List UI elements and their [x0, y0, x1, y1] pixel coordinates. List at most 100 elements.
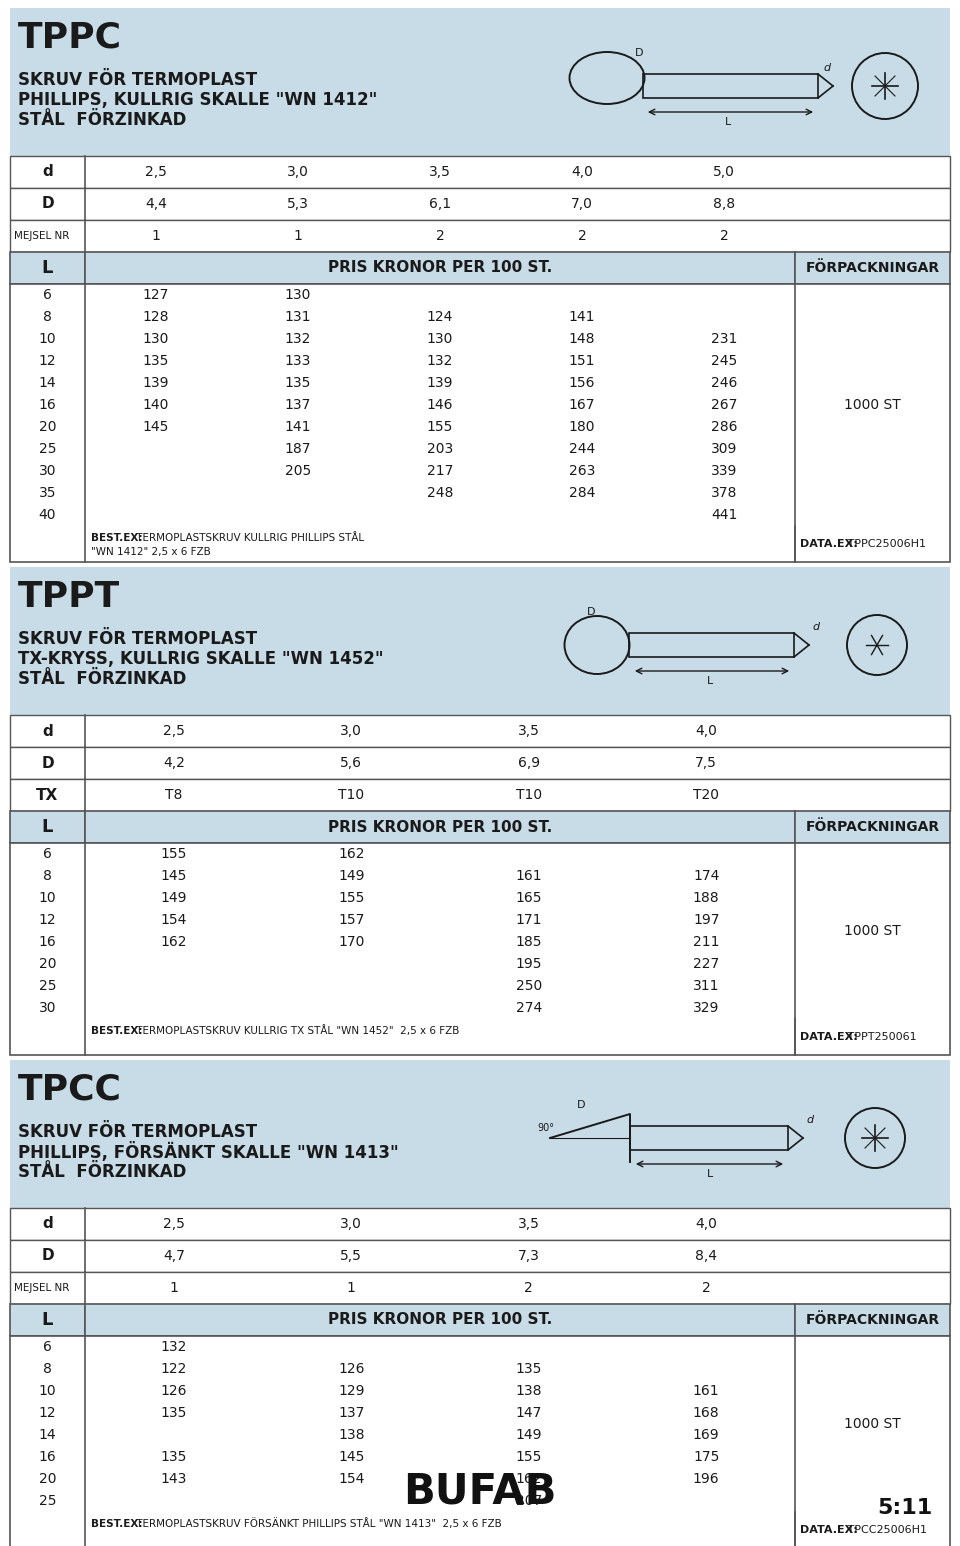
Text: 4,0: 4,0: [571, 165, 593, 179]
Text: 6,1: 6,1: [429, 196, 451, 210]
Text: 133: 133: [285, 354, 311, 368]
Text: 171: 171: [516, 914, 542, 928]
Text: 141: 141: [568, 311, 595, 325]
Text: 309: 309: [710, 442, 737, 456]
Text: 16: 16: [38, 397, 57, 411]
Text: 8: 8: [43, 869, 52, 883]
Text: 6: 6: [43, 1340, 52, 1354]
Text: 145: 145: [160, 869, 187, 883]
Text: 155: 155: [427, 421, 453, 434]
Bar: [85, 1303, 795, 1336]
Text: D: D: [635, 48, 643, 59]
Text: 5,3: 5,3: [287, 196, 309, 210]
Bar: [10, 812, 85, 843]
Text: 40: 40: [38, 509, 57, 523]
Text: 16: 16: [38, 935, 57, 949]
Text: 135: 135: [160, 1405, 187, 1419]
Text: 7,0: 7,0: [571, 196, 593, 210]
Text: d: d: [812, 621, 819, 632]
Text: 90°: 90°: [537, 1122, 554, 1133]
Text: 10: 10: [38, 1384, 57, 1398]
Text: DATA.EX:: DATA.EX:: [800, 540, 857, 549]
Text: 35: 35: [38, 485, 57, 499]
Text: 12: 12: [38, 914, 57, 928]
Text: 263: 263: [569, 464, 595, 478]
Bar: [629, 632, 794, 657]
Text: SKRUV FÖR TERMOPLAST: SKRUV FÖR TERMOPLAST: [18, 1122, 257, 1141]
Text: d: d: [42, 1217, 53, 1232]
Text: 4,0: 4,0: [695, 724, 717, 737]
Bar: [10, 156, 950, 189]
Text: 16: 16: [38, 1450, 57, 1464]
Text: 135: 135: [160, 1450, 187, 1464]
Bar: [795, 812, 950, 843]
Text: 274: 274: [516, 1000, 541, 1016]
Text: BEST.EX:: BEST.EX:: [91, 532, 142, 543]
Text: FÖRPACKNINGAR: FÖRPACKNINGAR: [805, 261, 940, 275]
Text: 155: 155: [516, 1450, 542, 1464]
Text: T10: T10: [516, 788, 541, 802]
Text: 185: 185: [516, 935, 542, 949]
Text: 157: 157: [338, 914, 365, 928]
Text: 154: 154: [160, 914, 187, 928]
Bar: [10, 284, 950, 563]
Bar: [10, 1336, 950, 1546]
Text: 311: 311: [693, 979, 719, 993]
Text: MEJSEL NR: MEJSEL NR: [14, 1283, 69, 1292]
Text: L: L: [725, 117, 732, 127]
Text: 25: 25: [38, 1493, 57, 1507]
Text: 149: 149: [338, 869, 365, 883]
Text: 217: 217: [427, 464, 453, 478]
Text: 132: 132: [427, 354, 453, 368]
Text: d: d: [823, 63, 830, 73]
Text: D: D: [577, 1101, 586, 1110]
Text: 168: 168: [693, 1405, 720, 1419]
Text: 148: 148: [568, 332, 595, 346]
Text: "WN 1412" 2,5 x 6 FZB: "WN 1412" 2,5 x 6 FZB: [91, 547, 211, 557]
Text: 149: 149: [160, 890, 187, 904]
Text: 7,3: 7,3: [517, 1249, 540, 1263]
Text: d: d: [42, 164, 53, 179]
Text: TERMOPLASTSKRUV KULLRIG TX STÅL "WN 1452"  2,5 x 6 FZB: TERMOPLASTSKRUV KULLRIG TX STÅL "WN 1452…: [132, 1025, 459, 1036]
Text: 20: 20: [38, 1472, 57, 1486]
Bar: [10, 747, 950, 779]
Text: 2: 2: [702, 1282, 710, 1296]
Bar: [10, 189, 950, 220]
Text: L: L: [707, 1169, 713, 1180]
Text: 8: 8: [43, 1362, 52, 1376]
Bar: [10, 714, 950, 747]
Bar: [10, 1207, 950, 1240]
Text: BUFAB: BUFAB: [403, 1470, 557, 1512]
Text: 161: 161: [516, 869, 542, 883]
Text: 155: 155: [338, 890, 365, 904]
Bar: [10, 1272, 950, 1303]
Text: SKRUV FÖR TERMOPLAST: SKRUV FÖR TERMOPLAST: [18, 71, 257, 90]
Text: 3,0: 3,0: [340, 724, 362, 737]
Text: 180: 180: [568, 421, 595, 434]
Text: TPPC: TPPC: [18, 22, 122, 56]
Text: 231: 231: [710, 332, 737, 346]
Text: T10: T10: [338, 788, 364, 802]
Text: 25: 25: [38, 979, 57, 993]
Text: TERMOPLASTSKRUV FÖRSÄNKT PHILLIPS STÅL "WN 1413"  2,5 x 6 FZB: TERMOPLASTSKRUV FÖRSÄNKT PHILLIPS STÅL "…: [132, 1518, 501, 1529]
Text: 6: 6: [43, 288, 52, 301]
Text: MEJSEL NR: MEJSEL NR: [14, 230, 69, 241]
Bar: [630, 1125, 788, 1150]
Text: 6: 6: [43, 847, 52, 861]
Text: 1: 1: [347, 1282, 356, 1296]
Text: 124: 124: [427, 311, 453, 325]
Text: 126: 126: [160, 1384, 187, 1398]
Text: 250: 250: [516, 979, 541, 993]
Text: 207: 207: [516, 1493, 541, 1507]
Text: 14: 14: [38, 376, 57, 390]
Text: 245: 245: [710, 354, 737, 368]
Text: L: L: [42, 260, 53, 277]
Text: 1: 1: [294, 229, 302, 243]
Text: 1: 1: [152, 229, 160, 243]
Text: 8,8: 8,8: [713, 196, 735, 210]
Text: 5,5: 5,5: [340, 1249, 362, 1263]
Text: D: D: [587, 608, 595, 617]
Bar: [10, 779, 950, 812]
Text: 1: 1: [169, 1282, 179, 1296]
Text: 187: 187: [285, 442, 311, 456]
